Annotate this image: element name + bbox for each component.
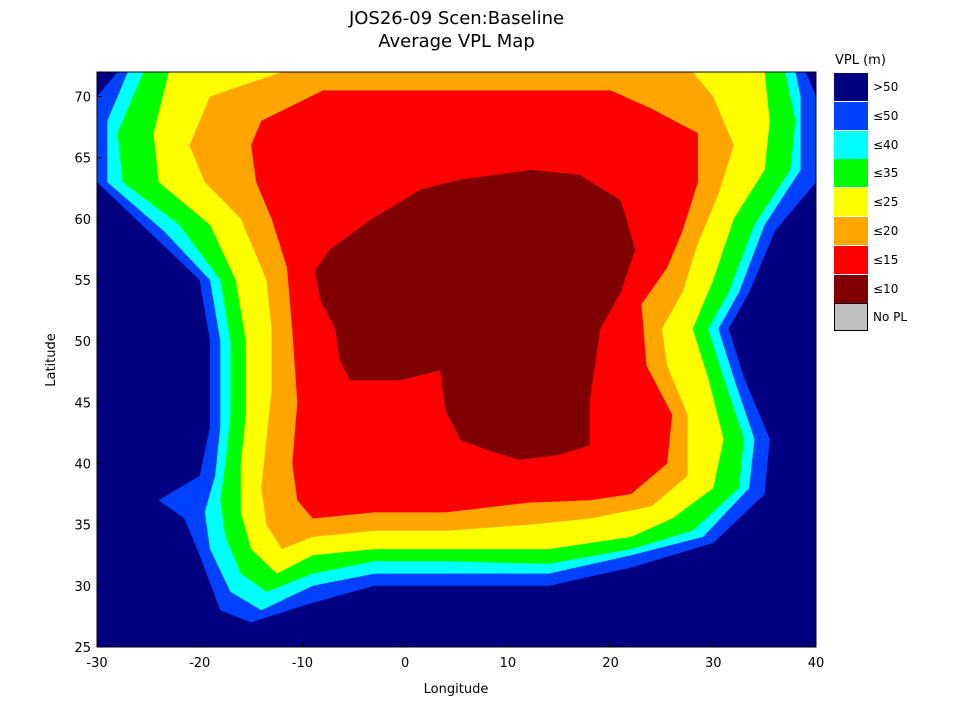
x-tick-label: 40 [808,656,825,671]
y-tick-label: 40 [74,457,91,472]
contour-region-6 [314,169,636,460]
chart-subtitle: Average VPL Map [378,31,535,52]
legend-swatch [834,217,868,245]
y-axis-label: Latitude [44,333,59,387]
x-tick-label: -30 [86,656,107,671]
legend-swatch [834,159,868,188]
legend-label: ≤25 [873,195,899,210]
y-tick-label: 50 [74,335,91,350]
legend-label: ≤50 [873,108,899,123]
y-tick-label: 70 [74,90,91,105]
legend-swatch [834,101,868,130]
x-tick-label: 10 [500,656,517,671]
y-tick-label: 35 [74,519,91,534]
chart-title: JOS26-09 Scen:Baseline [348,8,565,29]
contour-regions [97,72,816,623]
y-tick-label: 45 [74,396,91,411]
y-axis: 25 30 35 40 45 50 55 60 65 70 [74,90,102,656]
y-tick-label: 60 [74,213,91,228]
x-tick-label: -20 [189,656,210,671]
y-tick-label: 55 [74,274,91,289]
legend-label: ≤15 [873,252,899,267]
y-tick-label: 25 [74,641,91,656]
legend-label: ≤20 [873,224,899,238]
legend-label: ≤35 [873,166,899,181]
x-tick-label: 20 [602,656,619,671]
legend-swatch [834,188,868,217]
y-tick-label: 30 [74,580,91,595]
x-tick-label: 30 [705,656,722,671]
legend-label: >50 [873,80,899,94]
plot-frame [96,71,817,648]
x-tick-label: -10 [292,656,313,671]
legend-label: ≤40 [873,137,899,152]
x-axis: -30 -20 -10 0 10 20 30 40 [86,642,824,671]
x-axis-label: Longitude [424,682,489,697]
legend-swatch [834,245,868,274]
legend-label: ≤10 [873,281,899,296]
legend-swatch [834,73,868,101]
x-tick-label: 0 [401,656,409,671]
legend-swatch [834,274,868,303]
legend-label: No PL [873,310,908,325]
legend-title: VPL (m) [835,53,886,68]
y-tick-label: 65 [74,152,91,167]
legend-swatch [834,130,868,159]
legend-swatch [834,303,868,332]
